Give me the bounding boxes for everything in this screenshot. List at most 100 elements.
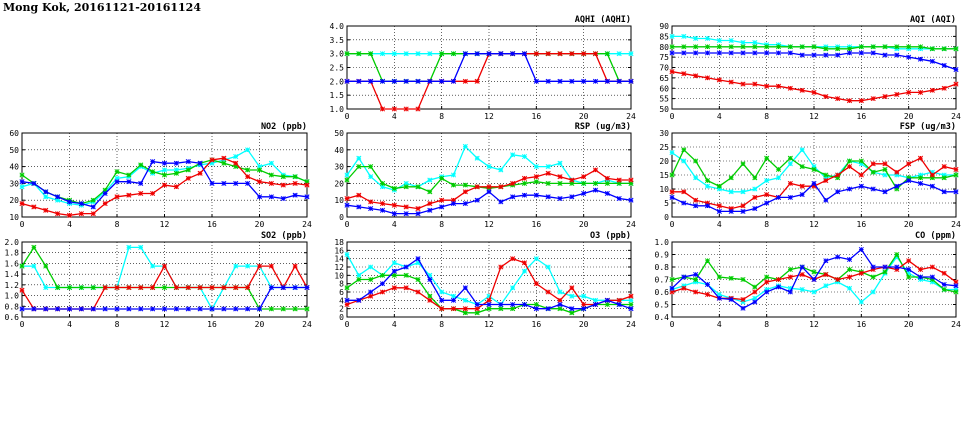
x-tick-label: 8 [115, 320, 120, 329]
y-tick-label: 2 [339, 305, 344, 314]
data-point [545, 306, 551, 312]
data-point [894, 91, 900, 98]
data-point [669, 69, 675, 75]
data-point [616, 297, 622, 303]
data-point [138, 180, 144, 186]
y-tick-label: 1.4 [5, 270, 20, 279]
data-point [450, 201, 457, 207]
x-tick-label: 24 [302, 220, 312, 229]
data-point [344, 301, 350, 308]
x-tick-label: 4 [392, 112, 397, 121]
data-point [787, 85, 793, 91]
data-point [929, 274, 935, 280]
data-point [114, 306, 120, 312]
data-point [728, 208, 734, 214]
y-tick-label: 4 [339, 296, 344, 305]
data-point [427, 78, 433, 84]
data-point [693, 289, 699, 295]
data-point [427, 51, 433, 57]
chart-fsp: 0 5 10 15 20 25 30 0 4 8 12 16 20 24 FSP (ug/m3) [659, 122, 961, 229]
data-point [870, 266, 876, 273]
data-point [521, 192, 528, 198]
y-tick-label: 18 [334, 238, 344, 247]
data-point [870, 186, 876, 192]
data-point [356, 192, 362, 198]
data-point [368, 293, 374, 299]
data-point [415, 211, 421, 217]
data-point [268, 284, 274, 291]
x-tick-label: 16 [857, 320, 867, 329]
data-point [681, 285, 687, 291]
data-point [894, 254, 900, 260]
y-tick-label: 30 [659, 129, 669, 138]
data-point [569, 293, 575, 299]
data-point [403, 264, 409, 270]
data-point [835, 172, 841, 178]
x-tick-label: 20 [579, 220, 589, 229]
data-point [521, 260, 528, 266]
data-point [681, 200, 687, 206]
data-point [823, 258, 829, 264]
data-point [569, 51, 575, 57]
data-point [439, 204, 445, 210]
y-tick-label: 40 [9, 163, 19, 172]
data-point [704, 200, 711, 206]
data-point [846, 98, 853, 104]
data-point [78, 284, 84, 291]
data-point [474, 306, 480, 312]
data-point [870, 50, 876, 56]
data-point [569, 78, 575, 84]
data-point [161, 167, 168, 173]
data-point [439, 306, 445, 312]
data-point [628, 301, 634, 308]
x-tick-label: 20 [904, 220, 914, 229]
y-tick-label: 30 [9, 179, 19, 188]
data-point [43, 207, 49, 213]
data-point [870, 161, 876, 167]
data-point [173, 160, 179, 166]
data-point [787, 161, 793, 167]
data-point [403, 204, 409, 210]
data-point [569, 310, 575, 316]
data-point [581, 51, 587, 57]
data-point [510, 285, 516, 291]
data-point [427, 276, 433, 283]
data-point [439, 78, 445, 84]
data-point [953, 189, 959, 195]
data-point [811, 183, 817, 189]
x-tick-label: 4 [717, 112, 722, 121]
data-point [403, 78, 409, 84]
data-point [775, 284, 782, 290]
data-point [669, 276, 675, 283]
data-point [669, 50, 675, 56]
data-point [906, 178, 912, 184]
data-point [787, 155, 793, 161]
data-point [19, 184, 25, 190]
data-point [752, 295, 758, 301]
data-point [728, 79, 734, 85]
y-tick-label: 0.5 [655, 301, 670, 310]
data-point [185, 167, 191, 173]
data-point [728, 44, 734, 50]
data-point [462, 306, 468, 312]
data-point [161, 284, 168, 291]
data-point [439, 197, 445, 203]
x-tick-label: 0 [345, 320, 350, 329]
data-point [533, 306, 539, 312]
data-point [427, 297, 433, 303]
data-point [628, 293, 634, 299]
y-tick-label: 1.8 [5, 249, 20, 258]
data-point [811, 44, 817, 50]
data-point [557, 289, 563, 295]
data-point [450, 51, 457, 57]
series-4 [344, 187, 634, 217]
data-point [55, 306, 61, 312]
data-point [592, 167, 599, 173]
data-point [752, 50, 758, 56]
data-point [19, 179, 25, 185]
data-point [486, 51, 492, 57]
chart-aqhi: 1.0 1.5 2.0 2.5 3.0 3.5 4.0 0 4 8 12 16 20 24 AQHI (AQ… [330, 15, 636, 121]
data-point [245, 147, 251, 153]
data-point [415, 256, 421, 262]
data-point [953, 67, 959, 73]
